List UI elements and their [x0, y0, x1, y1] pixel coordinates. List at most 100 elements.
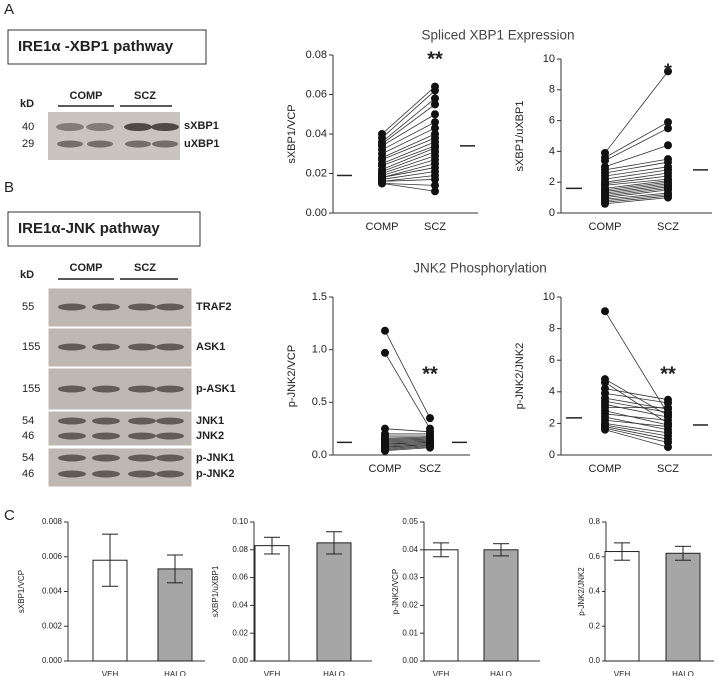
pair-line [384, 352, 431, 429]
data-point [431, 86, 439, 95]
error-bar [264, 536, 280, 555]
pair-line [604, 158, 669, 171]
pair-line [381, 137, 436, 161]
mw-marker: 155 [22, 383, 40, 395]
pair-line [604, 166, 669, 177]
y-tick-label: 0.5 [312, 396, 327, 408]
blot-band [87, 140, 113, 148]
bar [254, 545, 290, 662]
data-point [431, 175, 439, 184]
blot-band [128, 417, 156, 425]
y-tick-label: 0.0 [589, 656, 601, 665]
data-point [431, 118, 439, 127]
pair-line [381, 182, 436, 192]
group-label: SCZ [134, 90, 156, 102]
group-label: COMP [70, 262, 103, 274]
pair-line [604, 195, 669, 203]
y-tick-label: 0 [549, 449, 555, 461]
blot-band [128, 432, 156, 440]
pair-line [604, 169, 669, 180]
data-point [664, 403, 672, 412]
pair-line [384, 438, 431, 441]
data-point [431, 94, 439, 103]
data-point [664, 118, 672, 127]
error-bar [102, 533, 118, 587]
data-point [381, 326, 389, 335]
blot-band [92, 417, 120, 425]
data-point [664, 67, 672, 76]
pair-line [604, 144, 669, 168]
panel-label: A [4, 1, 14, 18]
pair-line [384, 330, 431, 419]
pair-line [384, 447, 431, 452]
blot-band [156, 454, 184, 462]
data-point [378, 179, 386, 188]
y-axis-label: sXBP1/uXBP1 [514, 101, 526, 172]
blot-band [58, 454, 86, 462]
blot-band [128, 470, 156, 478]
bar [483, 549, 519, 662]
pair-line [381, 133, 436, 159]
mw-marker: 54 [22, 415, 34, 427]
y-tick-label: 0.006 [42, 552, 63, 561]
y-axis-label: p-JNK2/VCP [286, 345, 298, 407]
pair-line [604, 404, 669, 418]
pair-line [604, 423, 669, 434]
x-tick-label: COMP [366, 221, 399, 233]
y-tick-label: 6 [549, 115, 555, 127]
y-tick-label: 0 [549, 207, 555, 219]
kd-label: kD [20, 269, 34, 281]
pair-line [381, 121, 436, 151]
title-box [7, 29, 207, 65]
pair-line [381, 155, 436, 174]
y-tick-label: 0.08 [232, 545, 248, 554]
data-point [431, 181, 439, 190]
blot-band [128, 343, 156, 351]
pair-line [381, 182, 436, 186]
blot-band [156, 417, 184, 425]
mw-marker: 55 [22, 301, 34, 313]
band-label: p-ASK1 [196, 383, 236, 395]
band-label: uXBP1 [184, 138, 219, 150]
pair-line [604, 175, 669, 185]
x-tick-label: SCZ [657, 221, 679, 233]
blot-band [58, 385, 86, 393]
pair-line [381, 159, 436, 176]
pair-line [604, 121, 669, 158]
y-tick-label: 0.2 [589, 621, 601, 630]
y-tick-label: 0.00 [402, 656, 418, 665]
bar [604, 551, 640, 662]
x-tick-label: VEH [264, 670, 281, 676]
pair-line [604, 413, 669, 421]
blot-band [128, 303, 156, 311]
y-tick-label: 10 [543, 291, 555, 303]
blot-band [92, 432, 120, 440]
y-tick-label: 0.02 [306, 167, 327, 179]
bar [665, 552, 701, 662]
pair-line [604, 71, 669, 154]
panel-label: C [4, 507, 15, 524]
y-tick-label: 0.04 [232, 601, 248, 610]
pair-line [604, 186, 669, 195]
error-bar [614, 542, 630, 561]
y-tick-label: 0.05 [402, 517, 418, 526]
error-bar [675, 545, 691, 561]
y-tick-label: 0.002 [42, 621, 63, 630]
error-bar [167, 554, 183, 584]
blot-band [156, 432, 184, 440]
x-tick-label: SCZ [657, 463, 679, 475]
pair-line [604, 424, 669, 437]
section-title: JNK2 Phosphorylation [413, 261, 547, 276]
blot-band [92, 343, 120, 351]
bar [157, 568, 193, 662]
pair-line [604, 189, 669, 198]
band-label: JNK1 [196, 415, 224, 427]
data-point [664, 443, 672, 452]
blot-band [58, 470, 86, 478]
blot-band [92, 303, 120, 311]
pair-line [604, 419, 669, 427]
y-tick-label: 0.004 [42, 587, 63, 596]
blot-band [156, 470, 184, 478]
pair-line [381, 127, 436, 155]
pair-line [604, 192, 669, 200]
